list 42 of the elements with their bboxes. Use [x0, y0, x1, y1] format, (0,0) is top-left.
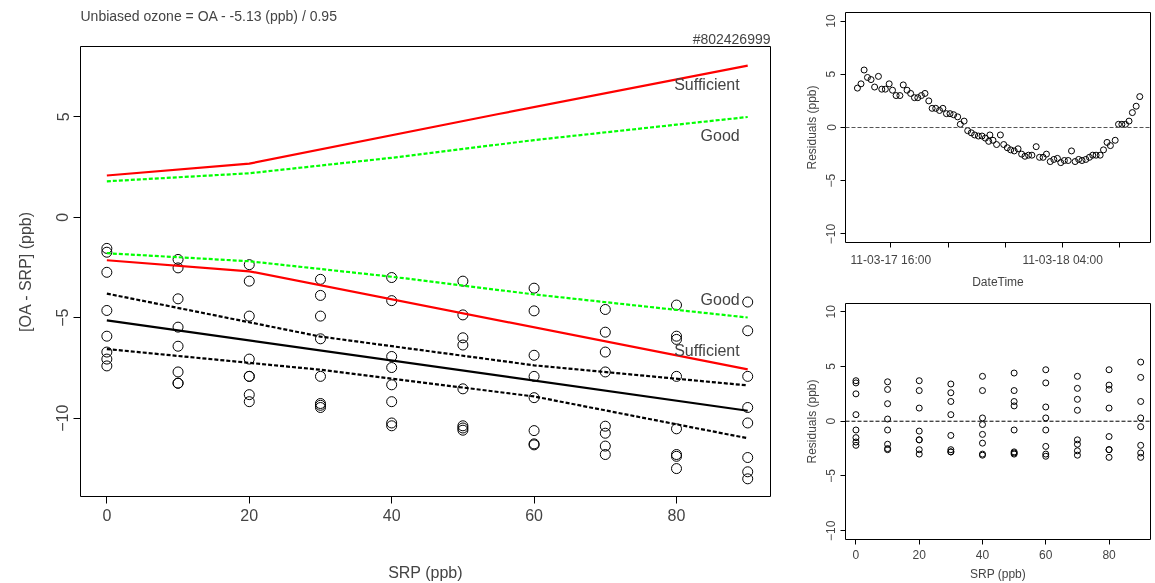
x-tick-label: 0 — [102, 506, 112, 524]
x-axis-title: DateTime — [972, 274, 1025, 289]
x-tick-label: 11-03-18 04:00 — [1022, 252, 1104, 267]
x-tick-label: 0 — [852, 547, 860, 562]
series-label: Good — [700, 127, 740, 145]
y-tick-label: 10 — [824, 304, 839, 319]
y-tick-label: −10 — [824, 520, 839, 541]
y-tick-label: 0 — [824, 123, 839, 131]
line-series — [105, 292, 749, 387]
chart-title: Unbiased ozone = OA - -5.13 (ppb) / 0.95 — [80, 7, 338, 24]
y-tick-label: 0 — [824, 417, 839, 425]
y-tick-label: 10 — [824, 14, 839, 28]
annotation: #802426999 — [692, 30, 771, 47]
x-tick-label: 60 — [1039, 547, 1053, 562]
x-tick-label: 80 — [667, 506, 686, 524]
x-tick-label: 80 — [1102, 547, 1117, 562]
x-axis-title: SRP (ppb) — [388, 563, 463, 581]
y-tick-label: −5 — [54, 308, 72, 327]
x-tick-label: 20 — [240, 506, 259, 524]
series-label: Sufficient — [674, 75, 741, 93]
y-axis-title: Residuals (ppb) — [804, 379, 819, 464]
y-axis-title: [OA - SRP] (ppb) — [16, 211, 34, 332]
line-series — [105, 115, 749, 183]
y-tick-label: 5 — [54, 112, 72, 122]
y-tick-label: 0 — [54, 212, 72, 222]
x-tick-label: 40 — [382, 506, 401, 524]
x-tick-label: 11-03-17 16:00 — [850, 252, 932, 267]
series-label: Sufficient — [674, 342, 741, 360]
x-axis-title: SRP (ppb) — [969, 566, 1026, 581]
y-tick-label: 5 — [824, 70, 839, 78]
x-tick-label: 20 — [912, 547, 927, 562]
x-tick-label: 40 — [975, 547, 990, 562]
y-tick-label: −5 — [824, 173, 839, 188]
y-tick-label: −10 — [824, 223, 839, 245]
x-tick-label: 60 — [525, 506, 544, 524]
series-label: Good — [700, 290, 740, 308]
y-tick-label: 5 — [824, 362, 839, 370]
line-series — [105, 252, 749, 319]
y-tick-label: −10 — [54, 404, 72, 432]
line-series — [105, 64, 749, 177]
y-tick-label: −5 — [824, 468, 839, 483]
y-axis-title: Residuals (ppb) — [804, 85, 819, 170]
